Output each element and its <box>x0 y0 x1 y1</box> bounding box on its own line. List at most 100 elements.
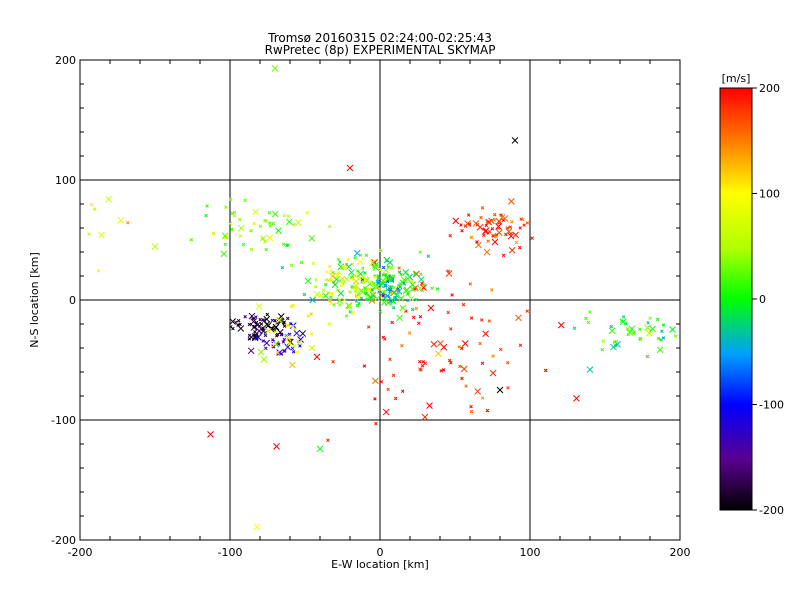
data-point <box>482 227 490 234</box>
data-point-stroke <box>460 346 464 351</box>
data-point-stroke <box>612 340 617 344</box>
data-point <box>293 329 301 337</box>
data-point-stroke <box>420 364 425 368</box>
data-point <box>276 342 281 346</box>
data-point-stroke <box>457 345 461 349</box>
data-point <box>449 327 453 331</box>
data-point <box>421 413 429 421</box>
data-point-stroke <box>601 339 606 343</box>
data-point-stroke <box>397 294 405 302</box>
x-axis-label: E-W location [km] <box>331 558 429 571</box>
data-point-stroke <box>408 295 415 302</box>
data-point <box>384 273 388 277</box>
data-point-stroke <box>371 281 376 286</box>
data-point-stroke <box>243 314 247 319</box>
data-point <box>248 312 256 320</box>
data-point <box>232 210 237 215</box>
data-point <box>318 291 325 299</box>
data-point-stroke <box>377 287 382 291</box>
data-point-stroke <box>364 291 369 296</box>
data-point-stroke <box>327 278 331 283</box>
data-point <box>354 299 359 303</box>
data-point-stroke <box>673 334 678 338</box>
data-point-stroke <box>400 276 408 284</box>
data-point <box>367 294 375 302</box>
data-point-stroke <box>490 226 495 231</box>
data-point <box>366 325 371 329</box>
data-point-stroke <box>517 245 522 250</box>
x-tick-label: -100 <box>218 546 243 559</box>
data-point-stroke <box>483 248 491 256</box>
data-point-stroke <box>485 408 490 413</box>
data-point-stroke <box>381 273 386 277</box>
data-point-stroke <box>475 240 479 244</box>
data-point-stroke <box>329 268 333 273</box>
data-point <box>362 276 369 284</box>
data-point-stroke <box>397 266 401 270</box>
data-point <box>125 221 130 225</box>
data-point-stroke <box>281 340 286 344</box>
data-point <box>323 283 328 287</box>
data-point-stroke <box>377 290 381 294</box>
y-tick-label: -100 <box>51 414 76 427</box>
data-point <box>292 344 296 348</box>
data-point-stroke <box>261 318 265 322</box>
data-point <box>263 333 268 338</box>
data-point-stroke <box>459 223 463 227</box>
data-point <box>279 332 284 337</box>
data-point <box>478 341 482 346</box>
data-point <box>346 164 354 172</box>
data-point-stroke <box>355 303 360 308</box>
data-point-stroke <box>628 325 636 333</box>
data-point <box>361 266 365 271</box>
data-point <box>407 331 412 335</box>
data-point-stroke <box>625 327 630 331</box>
data-point <box>255 327 263 335</box>
data-point-stroke <box>356 258 364 265</box>
data-point <box>270 318 275 323</box>
data-point <box>379 277 387 284</box>
data-point-stroke <box>379 248 383 253</box>
data-point <box>492 218 497 222</box>
data-point <box>644 324 651 332</box>
data-point-stroke <box>96 269 100 273</box>
data-point-stroke <box>309 312 313 316</box>
data-point <box>412 270 420 278</box>
data-point-stroke <box>494 233 499 237</box>
data-point-stroke <box>327 264 332 269</box>
data-point <box>316 445 324 453</box>
data-point <box>273 329 277 334</box>
data-point <box>464 220 471 227</box>
data-point <box>525 309 530 313</box>
data-point <box>447 358 452 363</box>
data-point <box>496 386 504 394</box>
data-point-stroke <box>619 319 624 323</box>
data-point <box>485 218 493 226</box>
data-point-stroke <box>490 288 494 292</box>
data-point-stroke <box>353 249 361 257</box>
data-point-stroke <box>282 213 287 218</box>
data-point-stroke <box>365 297 369 301</box>
data-point-stroke <box>230 211 235 216</box>
data-point-stroke <box>331 270 335 275</box>
data-point <box>359 296 364 301</box>
data-point <box>498 347 503 352</box>
data-point <box>280 265 285 270</box>
data-point <box>364 291 369 296</box>
data-point-stroke <box>229 325 233 329</box>
x-tick-label: 200 <box>670 546 691 559</box>
data-point-stroke <box>336 257 341 262</box>
data-point-stroke <box>368 297 376 304</box>
data-point-stroke <box>382 266 390 274</box>
data-point <box>372 377 379 385</box>
data-point-stroke <box>353 256 357 260</box>
data-point <box>490 288 494 292</box>
data-point <box>220 250 228 258</box>
data-point-stroke <box>232 213 237 218</box>
data-point <box>403 286 411 294</box>
data-point-stroke <box>249 247 254 252</box>
data-point-stroke <box>372 377 379 385</box>
data-point-stroke <box>263 333 268 338</box>
data-point-stroke <box>346 164 354 172</box>
data-point-stroke <box>659 338 663 342</box>
